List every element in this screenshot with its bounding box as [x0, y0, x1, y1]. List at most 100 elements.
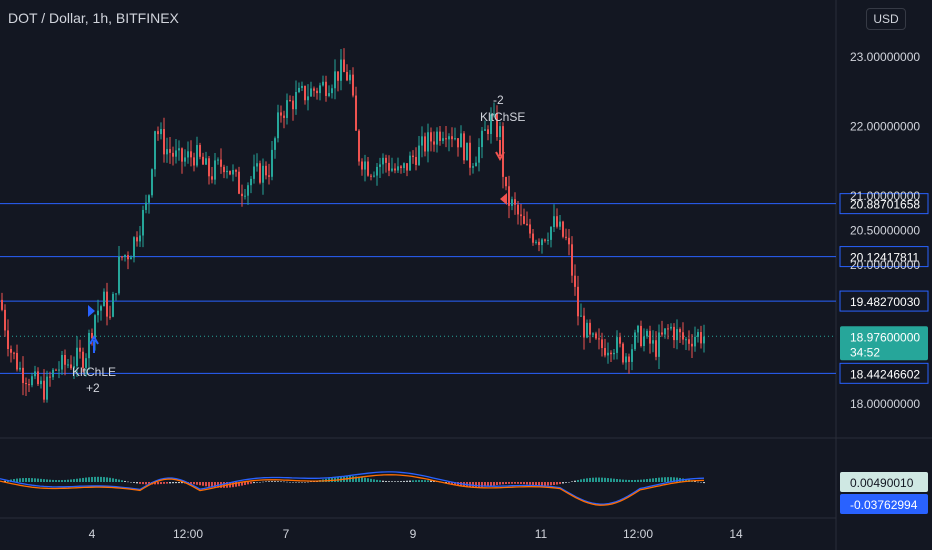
candle-body: [100, 306, 102, 311]
macd-histogram-bar: [634, 479, 636, 482]
candle-body: [526, 223, 528, 225]
macd-histogram-bar: [370, 478, 372, 482]
candle-body: [622, 343, 624, 363]
macd-histogram-bar: [493, 482, 495, 486]
macd-histogram-bar: [139, 482, 141, 484]
candle-body: [70, 364, 72, 369]
candle-body: [217, 159, 219, 161]
candle-body: [253, 166, 255, 179]
candle-body: [553, 216, 555, 228]
candle-body: [379, 164, 381, 167]
macd-histogram-bar: [613, 478, 615, 482]
price-axis[interactable]: 18.00000000 20.00000000 20.50000000 21.0000…: [850, 50, 920, 411]
candle-body: [133, 237, 135, 258]
horizontal-levels[interactable]: 20.88701658 20.12417811 19.48270030 18.4424…: [0, 193, 929, 384]
candle-body: [463, 133, 465, 161]
currency-button[interactable]: USD: [866, 8, 906, 30]
macd-histogram-bar: [25, 477, 27, 482]
candle-body: [358, 130, 360, 162]
macd-histogram-bar: [79, 478, 81, 482]
macd-histogram-bar: [694, 481, 696, 482]
candle-body: [223, 166, 225, 173]
macd-histogram-bar: [82, 477, 84, 482]
macd-pane: 0.00490010 -0.03762994: [0, 471, 928, 514]
candle-body: [442, 138, 444, 141]
x-tick-label: 11: [535, 527, 548, 541]
macd-histogram-bar: [643, 479, 645, 482]
candle-body: [361, 161, 363, 170]
macd-histogram-bar: [397, 481, 399, 482]
candle-body: [523, 216, 525, 224]
macd-histogram-bar: [256, 482, 258, 483]
candle-body: [409, 155, 411, 171]
candle-body: [226, 170, 228, 173]
candle-body: [520, 214, 522, 217]
candle-body: [391, 168, 393, 171]
macd-histogram-bar: [109, 477, 111, 482]
macd-histogram-bar: [631, 480, 633, 482]
macd-histogram-bar: [358, 476, 360, 482]
candle-body: [349, 74, 351, 81]
macd-histogram-bar: [70, 479, 72, 482]
macd-histogram-bar: [103, 477, 105, 482]
candle-body: [73, 366, 75, 369]
macd-histogram-bar: [532, 482, 534, 485]
candle-body: [508, 186, 510, 206]
macd-histogram-bar: [58, 480, 60, 482]
candle-body: [40, 380, 42, 385]
candlestick-series: [1, 48, 705, 403]
candle-body: [301, 85, 303, 88]
candle-body: [49, 376, 51, 378]
candle-body: [64, 355, 66, 365]
y-tick-label: 20.50000000: [850, 224, 920, 238]
candle-body: [697, 332, 699, 337]
time-axis[interactable]: 4 12:00 7 9 11 12:00 14: [89, 527, 743, 541]
macd-histogram-bar: [253, 482, 255, 484]
macd-histogram-bar: [622, 479, 624, 482]
candle-body: [646, 330, 648, 337]
level-label: 20.88701658: [850, 198, 920, 212]
macd-histogram-bar: [232, 482, 234, 488]
candle-body: [352, 74, 354, 96]
macd-histogram-bar: [376, 479, 378, 482]
candle-body: [247, 185, 249, 196]
macd-histogram-bar: [394, 481, 396, 482]
macd-histogram-bar: [172, 482, 174, 484]
candle-body: [547, 239, 549, 241]
candle-body: [388, 162, 390, 171]
candle-body: [322, 81, 324, 86]
candle-body: [574, 275, 576, 287]
macd-histogram-bar: [595, 477, 597, 482]
candle-body: [403, 163, 405, 169]
candle-body: [337, 71, 339, 81]
candle-body: [289, 100, 291, 102]
candle-body: [493, 113, 495, 115]
short-marker: [500, 193, 507, 205]
candle-body: [136, 237, 138, 242]
macd-histogram-bar: [415, 480, 417, 482]
macd-histogram-bar: [589, 477, 591, 482]
candle-body: [385, 157, 387, 163]
candle-body: [589, 322, 591, 335]
candle-body: [25, 383, 27, 385]
candle-body: [664, 328, 666, 335]
macd-histogram-bar: [508, 482, 510, 484]
x-tick-label: 9: [410, 527, 417, 541]
candle-body: [412, 155, 414, 158]
macd-histogram-bar: [646, 479, 648, 482]
macd-histogram-bar: [19, 478, 21, 482]
long-signal-qty: +2: [86, 381, 100, 395]
macd-histogram-bar: [577, 479, 579, 482]
macd-histogram-bar: [292, 482, 294, 483]
macd-histogram-bar: [499, 482, 501, 485]
candle-body: [334, 71, 336, 89]
macd-histogram-bar: [244, 482, 246, 485]
candle-body: [535, 241, 537, 243]
macd-histogram-bar: [403, 480, 405, 482]
candle-body: [616, 337, 618, 353]
candle-body: [271, 149, 273, 177]
macd-histogram-bar: [673, 477, 675, 482]
macd-histogram-bar: [655, 477, 657, 482]
candle-body: [103, 291, 105, 307]
